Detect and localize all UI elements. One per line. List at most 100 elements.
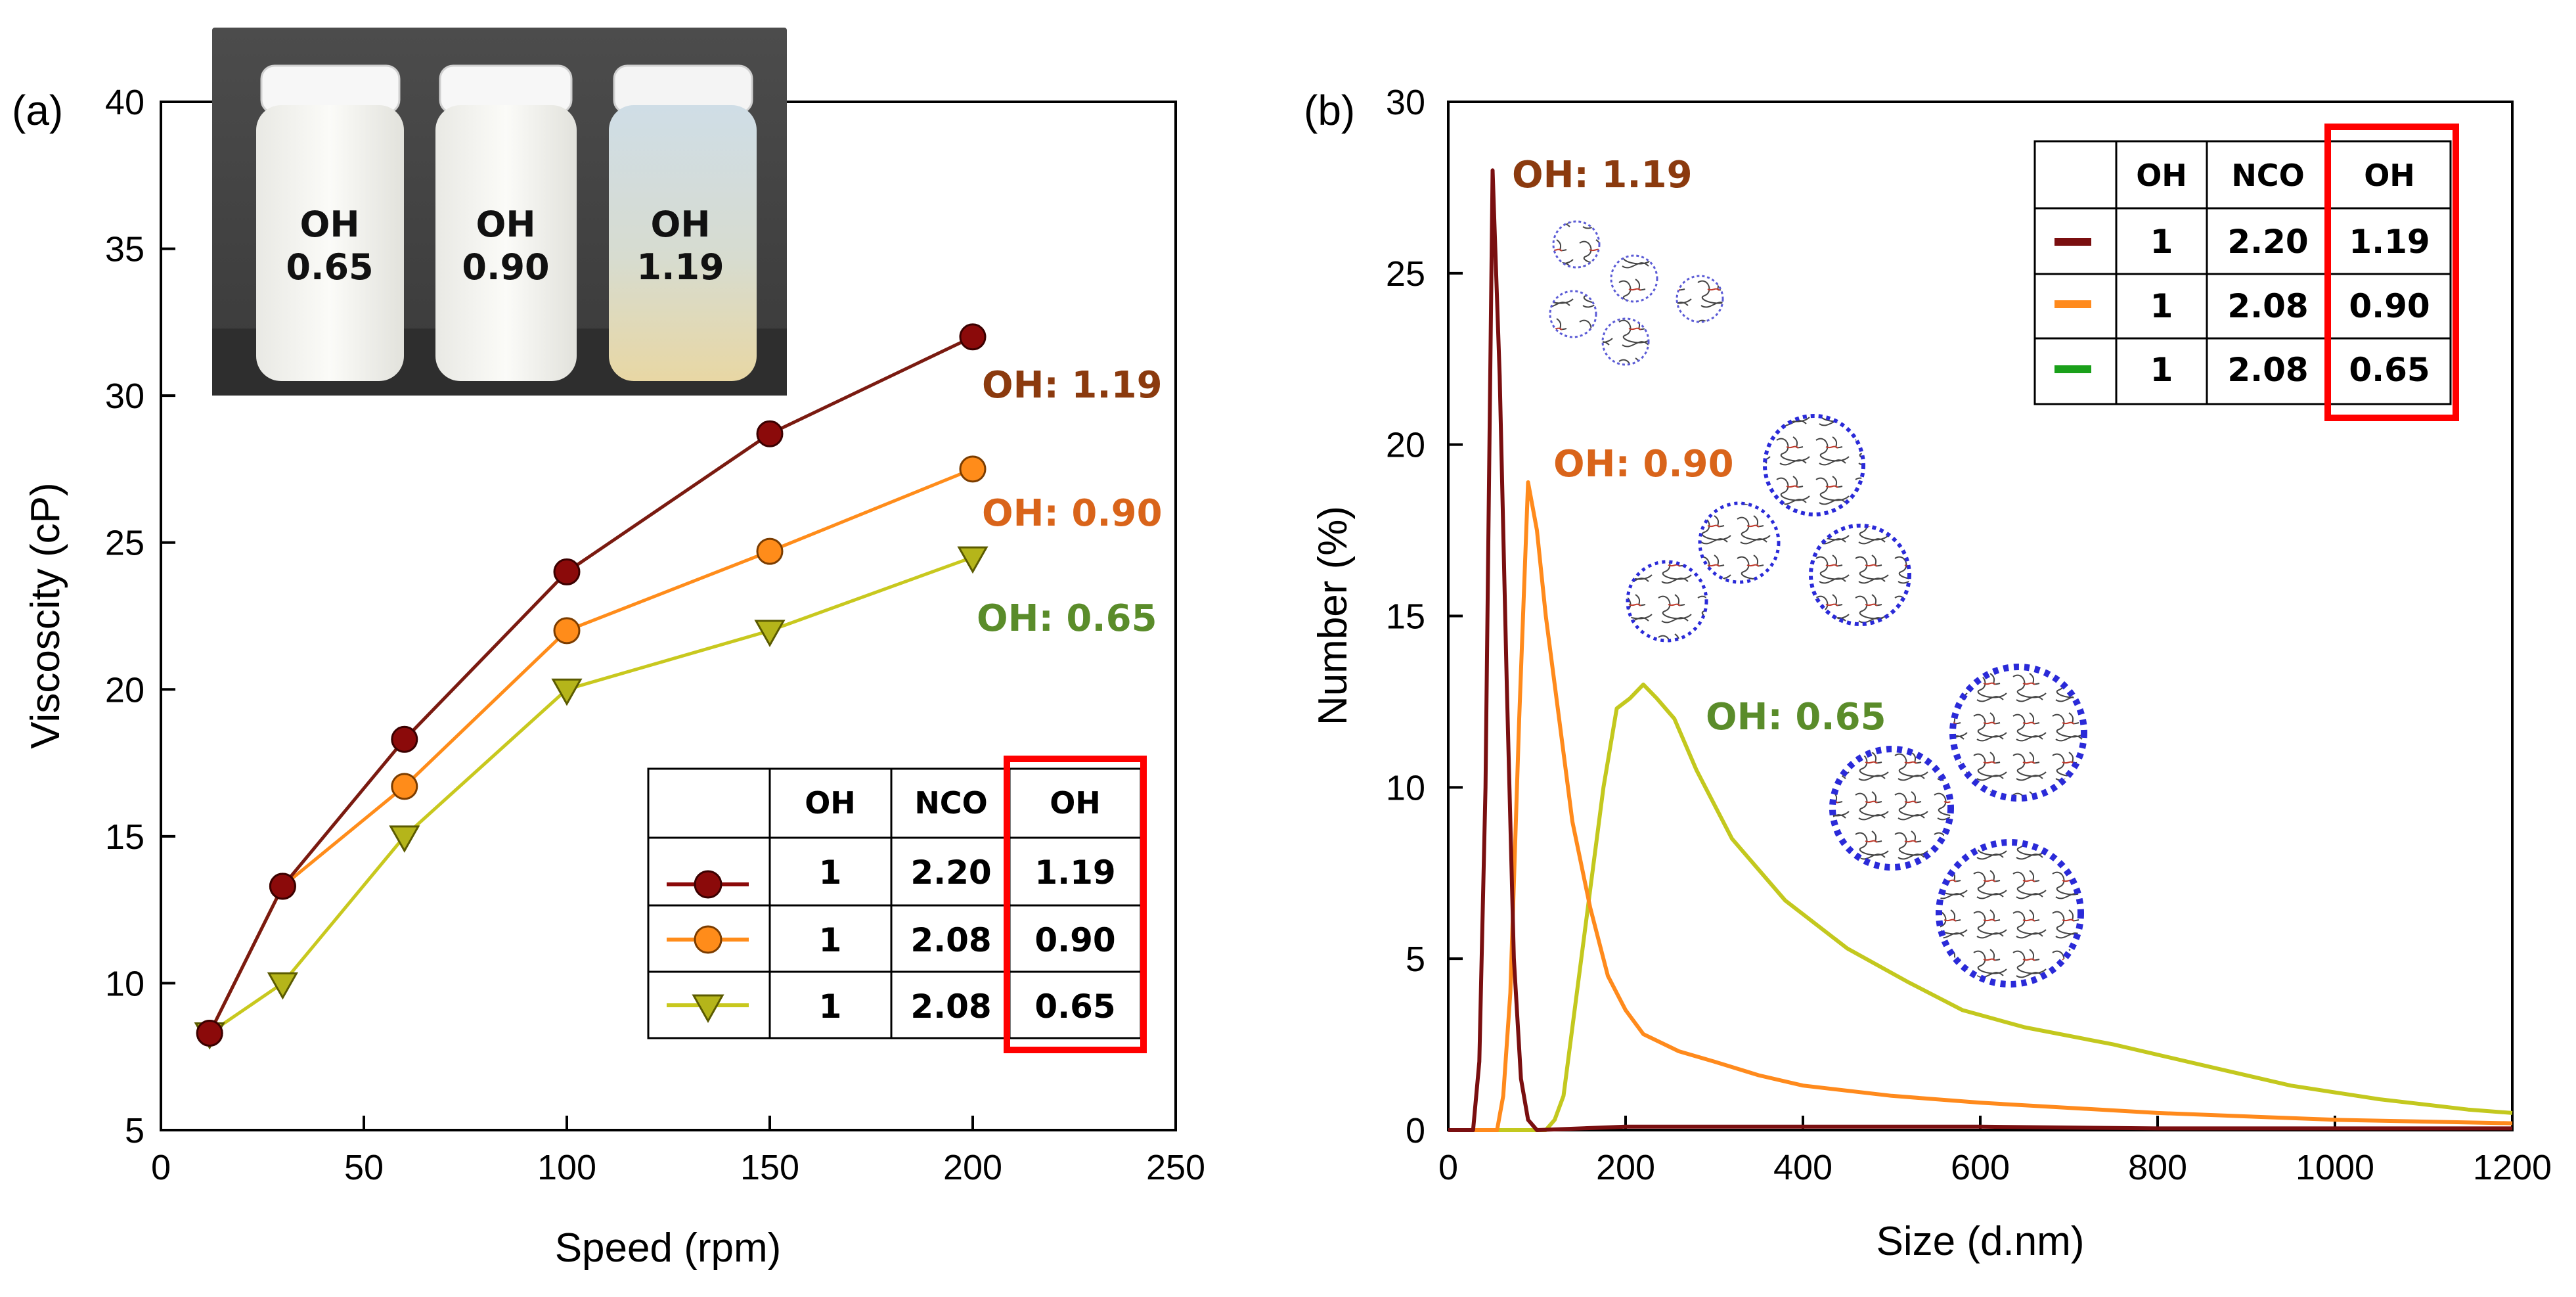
- y-tick-label-a: 30: [105, 376, 144, 416]
- jar-oh-119: OH 1.19: [609, 64, 757, 381]
- legend-marker-065-a: [692, 994, 724, 1024]
- large-particles-icon: [1829, 664, 2087, 988]
- x-tick-label-b: 1000: [2296, 1148, 2374, 1187]
- table-b-head-ratio: OH: [2364, 158, 2415, 193]
- plot-a-axes: 0 50 100 150 200 250 5 10 15 20 25 30 35 40: [105, 83, 1205, 1187]
- y-axis-label-b: Number (%): [1310, 506, 1356, 725]
- highlight-box-a: [1004, 756, 1147, 1053]
- highlight-box-b: [2324, 124, 2459, 421]
- y-tick-label-a: 25: [105, 524, 144, 563]
- x-tick-label-b: 0: [1438, 1148, 1458, 1187]
- data-point-oh-090-a: [959, 455, 987, 483]
- x-tick-label-b: 800: [2128, 1148, 2187, 1187]
- jar-1-line-1: OH: [300, 204, 359, 245]
- panel-a-label: (a): [12, 87, 63, 134]
- table-a-head-nco: NCO: [914, 785, 987, 821]
- y-tick-label-b: 5: [1406, 940, 1425, 979]
- table-b-r2-oh: 1: [2150, 287, 2173, 325]
- table-b-r2-ratio: 0.90: [2349, 287, 2430, 325]
- series-line-oh-119-b: [1448, 168, 2512, 1132]
- legend-marker-090-a: [694, 925, 722, 954]
- x-tick-label-a: 250: [1146, 1148, 1205, 1187]
- jar-photo: OH 0.65 OH 0.90 OH 1.19: [212, 28, 787, 396]
- table-b-r1-ratio: 1.19: [2349, 223, 2430, 261]
- y-tick-label-a: 10: [105, 964, 144, 1003]
- series-line-oh-065-a: [208, 555, 973, 1035]
- table-b-head-nco: NCO: [2231, 158, 2304, 193]
- series-label-oh-065-a: OH: 0.65: [977, 597, 1157, 640]
- y-tick-label-b: 25: [1386, 254, 1425, 294]
- y-tick-label-a: 40: [105, 83, 144, 122]
- y-tick-label-b: 0: [1406, 1111, 1425, 1150]
- x-axis-label-a: Speed (rpm): [555, 1225, 782, 1271]
- legend-table-b: OH NCO OH 1 2.20 1.19 1 2.08 0.90 1 2.08…: [2033, 124, 2459, 421]
- jar-2-line-1: OH: [476, 204, 535, 245]
- data-point-oh-090-a: [756, 537, 784, 565]
- medium-particles-icon: [1626, 414, 1911, 643]
- legend-table-a: OH NCO OH 1 2.20 1.19 1 2.08 0.90 1 2.08…: [647, 756, 1147, 1053]
- data-point-oh-065-a: [551, 678, 583, 706]
- data-point-oh-065-a: [957, 546, 988, 574]
- table-a-r3-oh: 1: [819, 988, 842, 1026]
- table-a-r2-ratio: 0.90: [1034, 921, 1115, 959]
- legend-marker-119-a: [694, 870, 722, 899]
- y-axis-label-a: Viscoscity (cP): [23, 482, 68, 748]
- y-tick-label-b: 10: [1386, 768, 1425, 808]
- table-a-r3-nco: 2.08: [910, 988, 991, 1026]
- data-point-oh-119-a: [391, 725, 418, 753]
- table-a-r2-oh: 1: [819, 921, 842, 959]
- data-point-oh-119-a: [196, 1019, 223, 1047]
- table-a-r1-oh: 1: [819, 853, 842, 892]
- y-tick-label-a: 15: [105, 817, 144, 857]
- series-label-oh-090-b: OH: 0.90: [1553, 443, 1734, 486]
- panel-a: (a) 0 50 100 150 200 250 5 10 15 20 25 30 35 40 Speed…: [12, 28, 1205, 1271]
- data-point-oh-065-a: [754, 620, 786, 647]
- x-tick-label-a: 200: [943, 1148, 1002, 1187]
- table-a-r3-ratio: 0.65: [1034, 988, 1115, 1026]
- data-point-oh-119-a: [756, 420, 784, 447]
- y-tick-label-a: 20: [105, 670, 144, 710]
- jar-oh-090: OH 0.90: [435, 64, 577, 381]
- plot-b-axes: 0 200 400 600 800 1000 1200 0 5 10 15 20 25 30: [1386, 83, 2552, 1187]
- table-b-r3-nco: 2.08: [2227, 351, 2308, 389]
- jar-2-line-2: 0.90: [462, 246, 549, 288]
- series-label-oh-119-b: OH: 1.19: [1512, 154, 1693, 196]
- data-point-oh-065-a: [389, 825, 420, 853]
- table-b-r3-oh: 1: [2150, 351, 2173, 389]
- series-line-oh-065-b: [1448, 682, 2513, 1132]
- x-axis-label-b: Size (d.nm): [1876, 1219, 2085, 1264]
- table-b-r1-nco: 2.20: [2227, 223, 2308, 261]
- x-tick-label-b: 200: [1596, 1148, 1655, 1187]
- table-a-head-oh: OH: [805, 785, 856, 821]
- series-label-oh-090-a: OH: 0.90: [982, 492, 1163, 535]
- particle-illustrations: [1549, 220, 2087, 988]
- x-tick-label-a: 100: [537, 1148, 596, 1187]
- x-tick-label-a: 150: [740, 1148, 799, 1187]
- y-tick-label-b: 20: [1386, 426, 1425, 465]
- table-a-r2-nco: 2.08: [910, 921, 991, 959]
- panel-b: (b) 0 200 400 600 800 1000 1200 0 5 10 15 20 25 30 Si…: [1304, 83, 2552, 1264]
- y-tick-label-a: 5: [125, 1111, 144, 1150]
- x-tick-label-b: 400: [1773, 1148, 1832, 1187]
- data-point-oh-090-a: [391, 773, 418, 800]
- x-tick-label-a: 50: [344, 1148, 384, 1187]
- series-label-oh-065-b: OH: 0.65: [1706, 696, 1886, 739]
- x-tick-label-b: 600: [1951, 1148, 2010, 1187]
- data-point-oh-090-a: [553, 617, 581, 645]
- table-b-head-oh: OH: [2136, 158, 2187, 193]
- small-particles-icon: [1549, 220, 1724, 366]
- table-b-r2-nco: 2.08: [2227, 287, 2308, 325]
- y-tick-label-a: 35: [105, 230, 144, 269]
- x-tick-label-b: 1200: [2473, 1148, 2552, 1187]
- table-b-r3-ratio: 0.65: [2349, 351, 2430, 389]
- y-tick-label-b: 15: [1386, 597, 1425, 637]
- table-b-r1-oh: 1: [2150, 223, 2173, 261]
- data-point-oh-119-a: [553, 558, 581, 585]
- jar-1-line-2: 0.65: [286, 246, 373, 288]
- table-a-r1-nco: 2.20: [910, 853, 991, 892]
- series-label-oh-119-a: OH: 1.19: [982, 364, 1163, 407]
- jar-oh-065: OH 0.65: [256, 64, 404, 381]
- table-a-head-ratio: OH: [1050, 785, 1101, 821]
- plot-b-series: [1448, 168, 2513, 1132]
